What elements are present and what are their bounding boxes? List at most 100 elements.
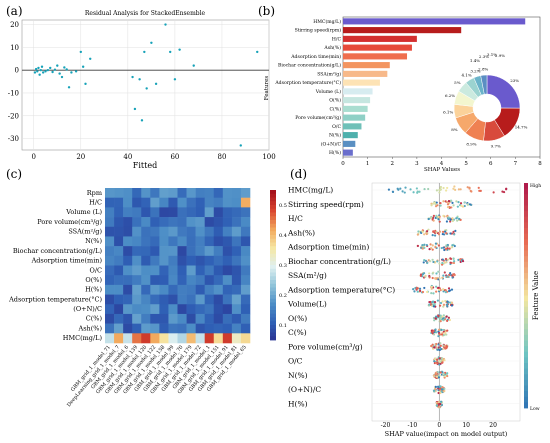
heatmap-cell (213, 294, 224, 305)
importance-bar (343, 53, 408, 60)
beeswarm-point (434, 357, 437, 360)
heatmap-cell (195, 226, 205, 237)
heatmap-row-label: Biochar concentration(g/L) (13, 247, 103, 255)
heatmap-cell (204, 226, 215, 237)
beeswarm-point (438, 363, 441, 366)
beeswarm-point (387, 188, 391, 191)
heatmap-cell (231, 226, 242, 237)
beeswarm-point (435, 331, 438, 334)
beeswarm-point (431, 216, 435, 219)
beeswarm-colorbar-high: High (530, 183, 541, 189)
beeswarm-point (445, 215, 448, 218)
beeswarm-point (435, 315, 438, 318)
beeswarm-colorbar-segment (524, 205, 528, 212)
heatmap-cell (222, 294, 233, 305)
beeswarm-point (442, 274, 445, 277)
heatmap-cell (168, 217, 178, 228)
beeswarm-point (442, 200, 445, 203)
heatmap-cell (123, 255, 133, 266)
heatmap-cell (132, 226, 142, 237)
beeswarm-point (440, 347, 443, 351)
beeswarm-point (437, 218, 440, 221)
importance-panel: HMC(mg/L) Stirring speed(rpm) H/C Ash(%) Ads… (264, 16, 542, 173)
beeswarm-point (416, 290, 419, 293)
beeswarm-colorbar-segment (524, 278, 528, 285)
residual-point (150, 41, 153, 45)
beeswarm-xlabel: SHAP value(impact on model output) (385, 430, 508, 438)
heatmap-cell (141, 207, 151, 218)
importance-bar (343, 79, 380, 86)
residual-ytick-0: -30 (8, 135, 19, 143)
residual-point (41, 71, 45, 74)
beeswarm-point (447, 258, 450, 261)
beeswarm-point (433, 319, 436, 322)
heatmap-colorbar-segment (270, 295, 276, 300)
heatmap-row-label: N(%) (85, 237, 102, 245)
importance-pie-label: 6.2% (445, 93, 455, 98)
beeswarm-point (436, 299, 440, 302)
heatmap-cell (204, 217, 215, 228)
beeswarm-point (421, 247, 424, 250)
importance-bar (343, 62, 390, 69)
importance-xtick-0: 0 (341, 161, 345, 167)
heatmap-cell (195, 304, 205, 315)
heatmap-colorbar-segment (270, 242, 276, 247)
residual-plot-frame (21, 19, 270, 151)
beeswarm-point (451, 201, 454, 204)
heatmap-cell (186, 217, 196, 228)
beeswarm-point (409, 188, 412, 191)
residual-xtick-1: 20 (76, 153, 85, 161)
beeswarm-point (435, 358, 439, 361)
beeswarm-point (446, 374, 449, 378)
beeswarm-colorbar-segment (524, 216, 528, 223)
beeswarm-point (404, 186, 407, 189)
heatmap-cell (168, 226, 178, 237)
importance-feature-label: H(%) (329, 149, 341, 156)
beeswarm-point (501, 190, 504, 193)
importance-xtick-3: 3 (415, 161, 419, 167)
residual-point (81, 65, 85, 68)
heatmap-row-label: C(%) (86, 315, 103, 323)
beeswarm-colorbar-segment (524, 318, 528, 325)
beeswarm-colorbar-segment (524, 273, 528, 280)
beeswarm-point (437, 391, 440, 395)
heatmap-colorbar-segment (270, 197, 276, 202)
heatmap-cell (222, 255, 233, 266)
heatmap-row-label: Adsorption time(min) (31, 257, 103, 265)
heatmap-cell (195, 294, 205, 305)
beeswarm-point (438, 230, 442, 233)
importance-pie-label: 2.8% (478, 67, 488, 72)
beeswarm-point (432, 214, 436, 218)
beeswarm-feature-label: Adsorption time(min) (287, 243, 369, 252)
beeswarm-point (492, 191, 495, 194)
heatmap-cell (123, 304, 133, 315)
beeswarm-point (445, 275, 448, 279)
beeswarm-point (449, 218, 452, 221)
beeswarm-colorbar-low: Low (530, 406, 540, 412)
residual-point (140, 119, 144, 122)
beeswarm-point (466, 203, 469, 206)
beeswarm-point (438, 277, 441, 280)
importance-feature-label: HMC(mg/L) (313, 18, 341, 25)
beeswarm-point (401, 190, 404, 193)
residual-point (164, 23, 167, 26)
residual-point (53, 68, 57, 71)
residual-point (239, 144, 242, 147)
heatmap-cell (123, 333, 133, 344)
beeswarm-feature-label: Volume(L) (287, 300, 327, 309)
heatmap-colorbar-segment (270, 291, 276, 296)
importance-feature-label: Pore volume(cm³/g) (295, 114, 341, 121)
beeswarm-point (457, 188, 460, 191)
heatmap-cell (240, 323, 251, 334)
beeswarm-point (423, 243, 426, 246)
residual-point (154, 82, 158, 86)
heatmap-cell (132, 246, 142, 257)
beeswarm-point (445, 315, 448, 318)
residual-point (169, 50, 172, 54)
heatmap-cell (132, 323, 142, 334)
residual-point (46, 68, 50, 72)
beeswarm-point (445, 189, 448, 192)
beeswarm-colorbar-segment (524, 188, 528, 195)
heatmap-cell (123, 284, 133, 295)
importance-feature-label: Biochar concentration(g/L) (278, 62, 341, 69)
